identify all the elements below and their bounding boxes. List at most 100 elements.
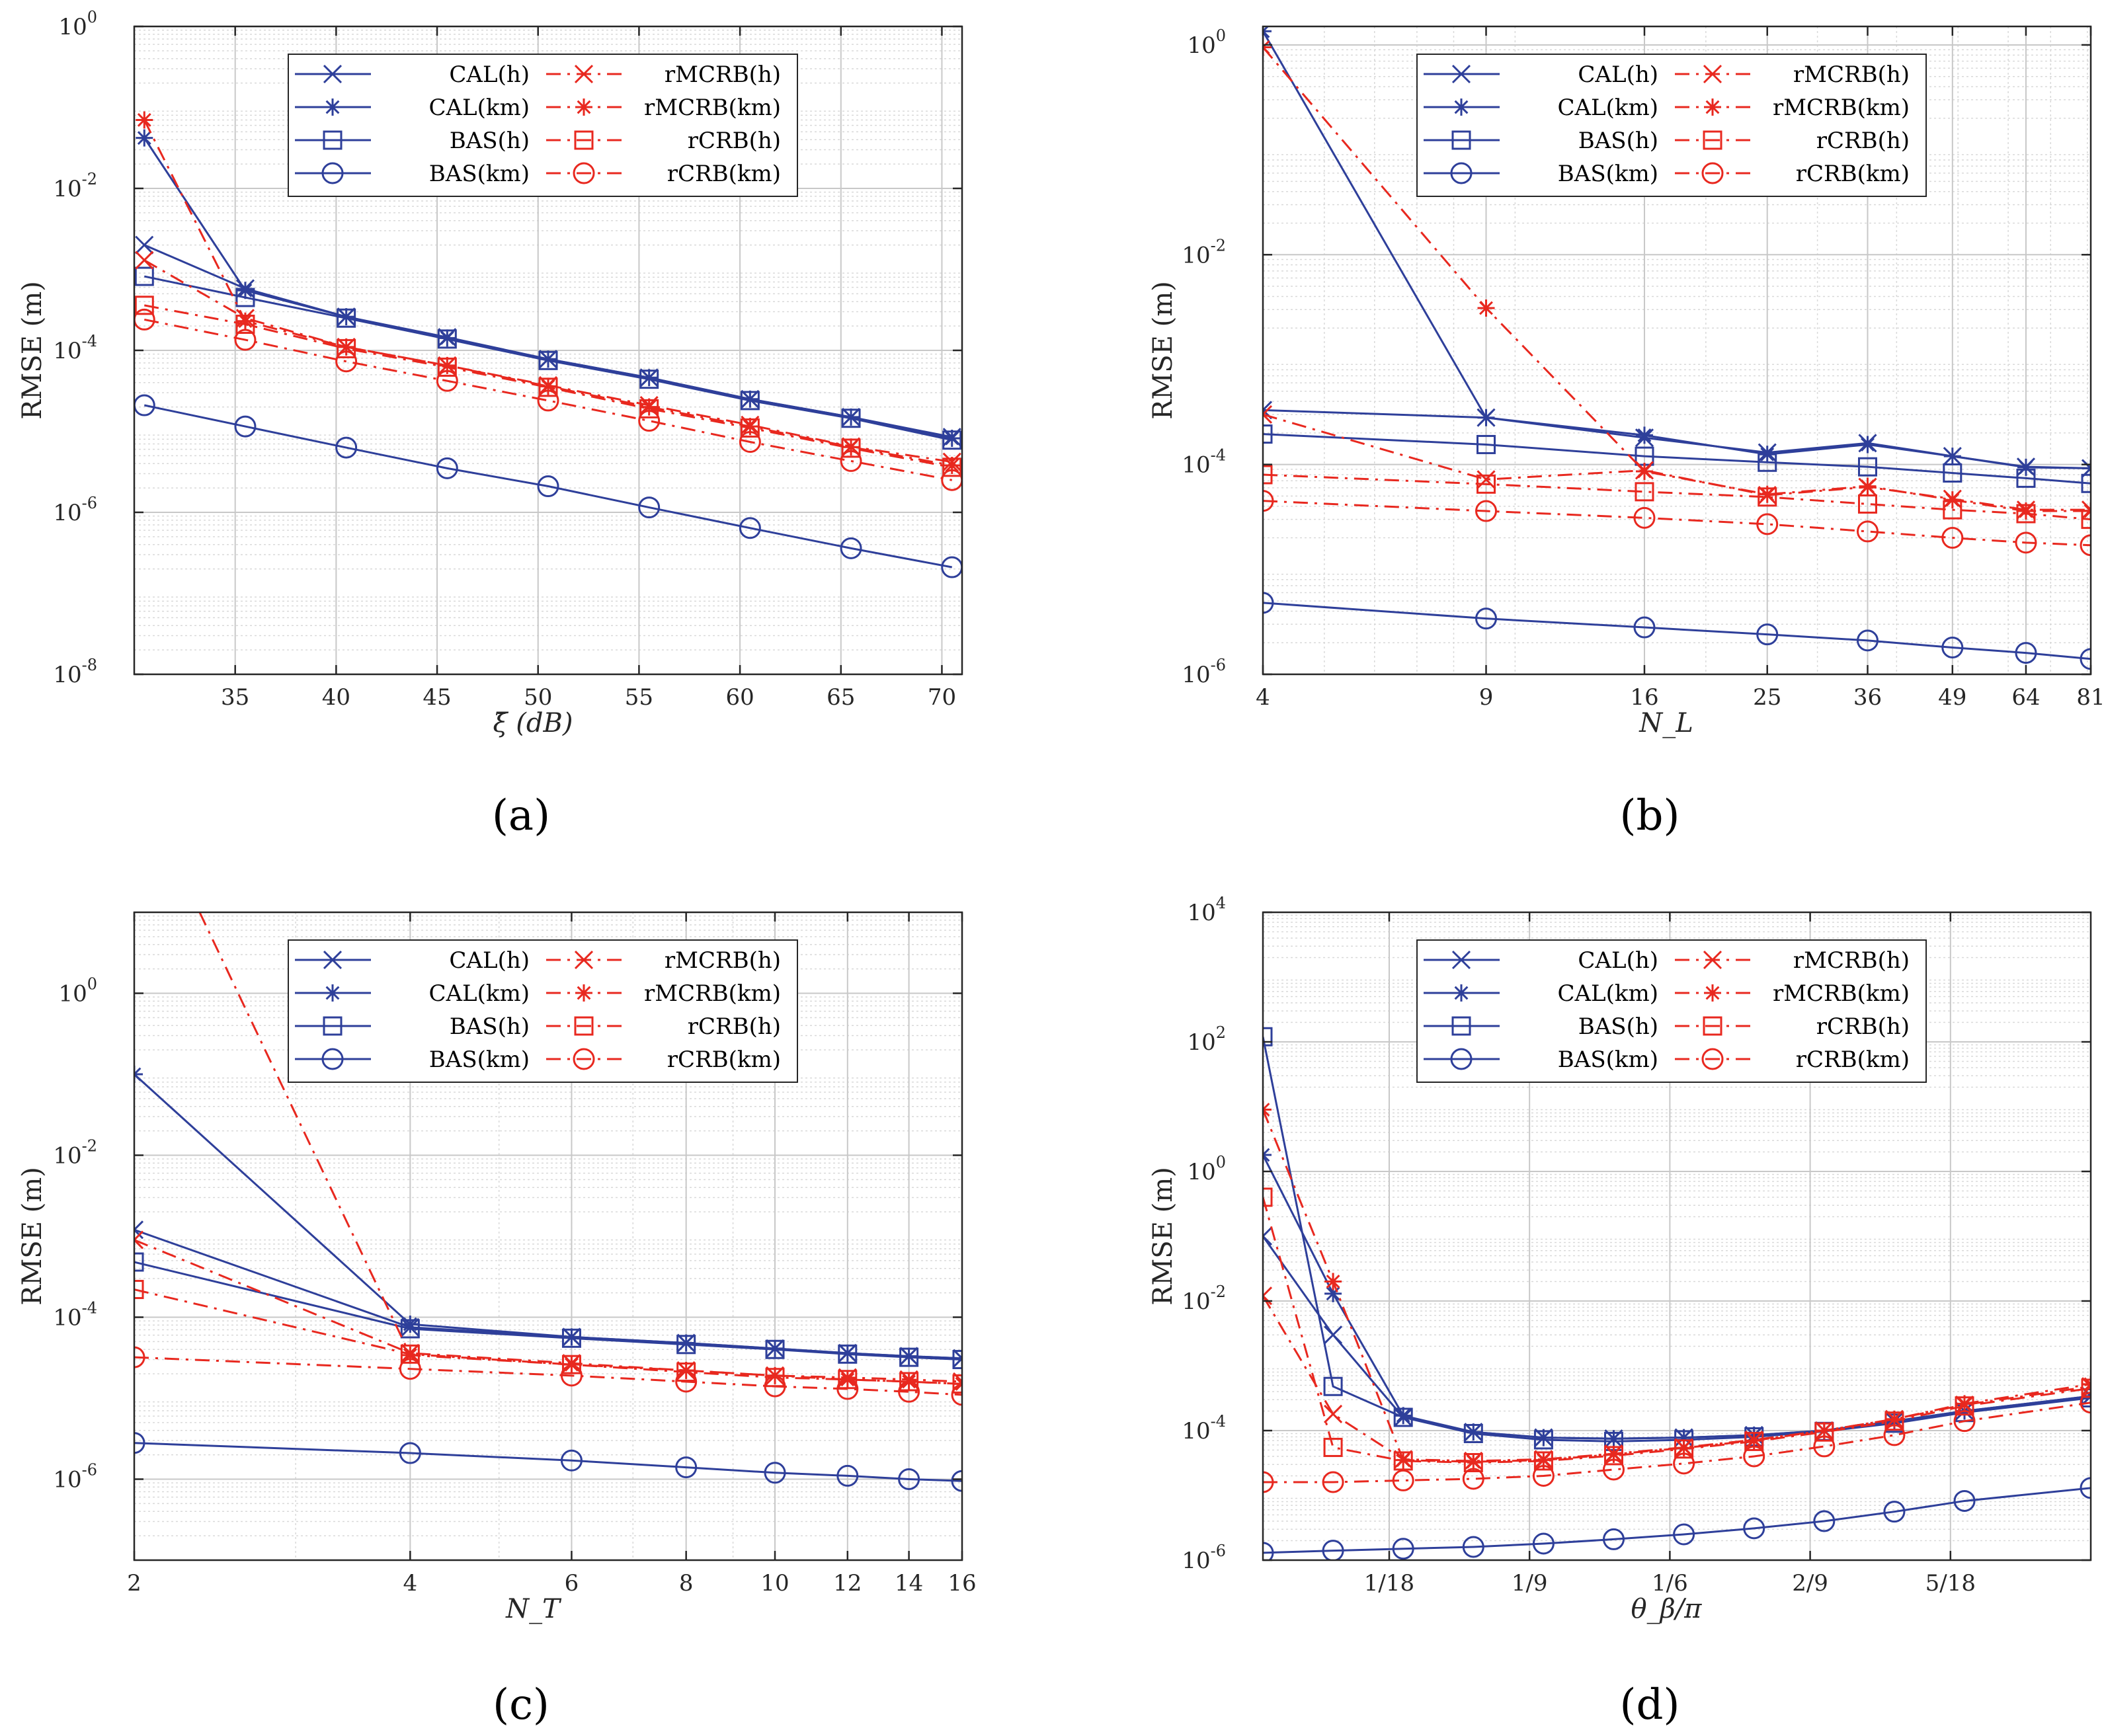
series-rcrb-km-point (2080, 1392, 2091, 1414)
series-rcrb-h-point (1883, 1501, 1906, 1523)
series-rmcrb-km-point (1857, 494, 1877, 514)
series-rcrb-km-point (1263, 490, 1274, 512)
series-bas-km-point (1477, 299, 1495, 317)
series-bas-h-point (401, 1316, 419, 1333)
series-bas-km-point (1535, 1451, 1553, 1469)
legend-label: CAL(km) (428, 980, 530, 1007)
series-rmcrb-h-point (561, 1328, 581, 1348)
series-bas-km-point (1815, 1422, 1833, 1439)
y-tick-label: 10-2 (53, 1137, 97, 1169)
series-rmcrb-h-line (143, 275, 953, 442)
series-rmcrb-h-point (2081, 473, 2091, 493)
series-cal-h-line (143, 244, 953, 438)
series-rmcrb-km-point (134, 296, 154, 315)
series-rmcrb-h-point (538, 350, 558, 370)
x-tick-label: 6 (565, 1570, 579, 1597)
series-cal-km-point (2081, 1377, 2091, 1396)
legend-label: rMCRB(km) (644, 980, 781, 1007)
series-bas-h-point (943, 430, 961, 448)
series-rcrb-km-point (399, 1358, 421, 1380)
series-rcrb-km-point (335, 350, 358, 373)
legend-label: BAS(km) (429, 161, 530, 187)
legend: CAL(h) rMCRB(h) CAL(km) rMCRB(km) BAS(h) rCRB… (1416, 54, 1927, 197)
legend-swatch-marker (321, 162, 344, 184)
y-tick-exponent: -6 (82, 494, 97, 512)
series-rmcrb-km-point (1323, 1437, 1343, 1457)
y-tick-exponent: -6 (1211, 1542, 1226, 1560)
x-tick-label: 25 (1753, 684, 1781, 711)
panel-c: 2 4 6 8 10 12 14 16 10-6 10-4 10-2 100 N_T RMSE (m) (c… (17, 911, 977, 1729)
series-rmcrb-km-point (1943, 500, 1962, 520)
y-tick-label: 10-6 (1182, 656, 1226, 688)
y-tick-label: 10-4 (1182, 1412, 1226, 1444)
series-rmcrb-h-point (337, 308, 356, 328)
legend-label: CAL(km) (1557, 980, 1658, 1007)
series-rcrb-km-point (2080, 534, 2091, 557)
series-rmcrb-km-point (1674, 1439, 1694, 1459)
series-rmcrb-km-point (2016, 504, 2036, 524)
series-bas-h-line (1263, 1154, 2091, 1440)
series-rmcrb-km-point (437, 357, 457, 377)
panel-a: 35 40 45 50 55 60 65 70 10-8 10-6 10-4 10-2 100 ξ̄ (d… (17, 8, 963, 840)
x-tick-label: 1/6 (1652, 1570, 1688, 1597)
legend-swatch-marker (1453, 984, 1470, 1002)
y-tick-exponent: -4 (82, 332, 97, 350)
series-bas-h-point (640, 369, 658, 387)
panel-label: (c) (493, 1680, 549, 1729)
series-cal-km-line (1263, 1295, 2091, 1462)
series-bas-km-point (1956, 1395, 1974, 1413)
legend-label: BAS(h) (450, 128, 530, 154)
series-cal-km-point (1477, 470, 1496, 489)
series-rcrb-km-point (898, 1380, 920, 1403)
series-cal-h-point (135, 235, 154, 255)
series-bas-h-point (540, 350, 557, 368)
series-rmcrb-h-point (1943, 463, 1962, 483)
series-rcrb-h-point (898, 1468, 920, 1490)
y-tick-exponent: -6 (82, 1461, 97, 1480)
y-tick-exponent: 2 (1216, 1023, 1226, 1042)
legend-swatch-marker (323, 130, 343, 150)
series-bas-h-point (1465, 1423, 1482, 1441)
legend-label: rMCRB(h) (665, 61, 781, 88)
series-rmcrb-km-line (1263, 1197, 2091, 1464)
series-rmcrb-h-point (942, 430, 962, 450)
series-rmcrb-h-point (437, 329, 457, 349)
legend-label: rCRB(km) (1796, 161, 1910, 187)
series-bas-h-point (1605, 1430, 1623, 1448)
series-bas-km-point (1675, 1439, 1693, 1457)
legend-swatch-marker (1703, 64, 1722, 84)
x-tick-label: 12 (833, 1570, 862, 1597)
series-rcrb-h-point (1756, 623, 1779, 646)
series-bas-h-point (677, 1334, 695, 1352)
series-bas-km-point (1635, 463, 1653, 481)
x-tick-label: 36 (1853, 684, 1882, 711)
series-rcrb-km-point (134, 1346, 145, 1368)
series-rmcrb-km-point (1884, 1411, 1904, 1431)
series-bas-km-point (1395, 1451, 1412, 1469)
series-rmcrb-h-point (838, 1344, 858, 1364)
series-rmcrb-h-point (1533, 1430, 1553, 1450)
series-bas-km-point (401, 1346, 419, 1364)
series-rmcrb-h-point (235, 288, 255, 307)
series-rcrb-h-point (840, 537, 862, 559)
legend-swatch-marker (1704, 984, 1721, 1002)
series-rcrb-h-point (836, 1464, 859, 1487)
y-tick-label: 10-4 (53, 1299, 97, 1331)
y-tick-label: 104 (1187, 894, 1226, 926)
series-rcrb-km-point (675, 1370, 698, 1393)
legend-label: BAS(km) (429, 1046, 530, 1073)
x-tick-label: 64 (2011, 684, 2040, 711)
x-tick-label: 81 (2076, 684, 2104, 711)
series-rcrb-h-point (134, 1432, 145, 1454)
series-rmcrb-km-point (1603, 1446, 1623, 1466)
series-bas-h-point (2017, 458, 2035, 476)
legend-label: rCRB(h) (1816, 128, 1910, 154)
series-rmcrb-km-point (1635, 482, 1654, 502)
series-bas-h-point (1535, 1429, 1553, 1446)
series-rmcrb-h-point (639, 370, 659, 389)
y-tick-exponent: 0 (1216, 26, 1226, 45)
legend-swatch-marker (323, 950, 343, 970)
series-rmcrb-h-point (1758, 452, 1777, 472)
legend-swatch-marker (324, 99, 341, 116)
series-rcrb-km-point (1941, 527, 1964, 549)
